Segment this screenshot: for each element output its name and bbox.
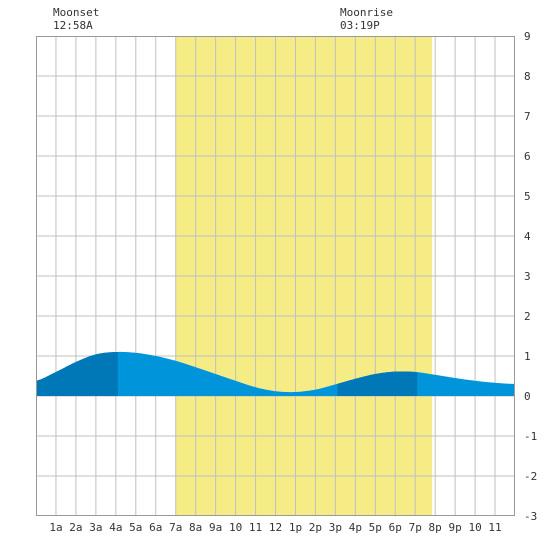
x-tick-label: 1a xyxy=(49,521,62,534)
x-tick-label: 7a xyxy=(169,521,182,534)
x-tick-label: 2a xyxy=(69,521,82,534)
y-tick-label: 6 xyxy=(524,150,531,163)
x-tick-label: 11 xyxy=(249,521,262,534)
x-tick-label: 5a xyxy=(129,521,142,534)
y-tick-label: 9 xyxy=(524,30,531,43)
x-tick-label: 12 xyxy=(269,521,282,534)
x-tick-label: 6a xyxy=(149,521,162,534)
x-tick-label: 5p xyxy=(369,521,382,534)
moonset-time: 12:58A xyxy=(53,19,93,32)
x-tick-label: 9p xyxy=(449,521,462,534)
x-tick-label: 1p xyxy=(289,521,302,534)
x-tick-label: 7p xyxy=(409,521,422,534)
x-tick-label: 6p xyxy=(389,521,402,534)
x-tick-label: 2p xyxy=(309,521,322,534)
x-tick-label: 4a xyxy=(109,521,122,534)
moonrise-time: 03:19P xyxy=(340,19,380,32)
x-tick-label: 3a xyxy=(89,521,102,534)
x-tick-label: 9a xyxy=(209,521,222,534)
y-tick-label: 2 xyxy=(524,310,531,323)
y-tick-label: 1 xyxy=(524,350,531,363)
x-tick-label: 8p xyxy=(429,521,442,534)
y-tick-label: 4 xyxy=(524,230,531,243)
y-tick-label: -1 xyxy=(524,430,537,443)
x-tick-label: 4p xyxy=(349,521,362,534)
y-tick-label: 0 xyxy=(524,390,531,403)
moonrise-label: Moonrise xyxy=(340,6,393,19)
tide-area-dark xyxy=(337,371,418,396)
x-tick-label: 11 xyxy=(488,521,501,534)
chart-frame xyxy=(36,36,515,516)
y-tick-label: -3 xyxy=(524,510,537,523)
y-tick-label: -2 xyxy=(524,470,537,483)
x-tick-label: 8a xyxy=(189,521,202,534)
moonset-label: Moonset xyxy=(53,6,99,19)
y-tick-label: 3 xyxy=(524,270,531,283)
y-tick-label: 5 xyxy=(524,190,531,203)
x-tick-label: 3p xyxy=(329,521,342,534)
y-tick-label: 8 xyxy=(524,70,531,83)
x-tick-label: 10 xyxy=(468,521,481,534)
x-tick-label: 10 xyxy=(229,521,242,534)
tide-area-dark xyxy=(36,351,118,396)
y-tick-label: 7 xyxy=(524,110,531,123)
